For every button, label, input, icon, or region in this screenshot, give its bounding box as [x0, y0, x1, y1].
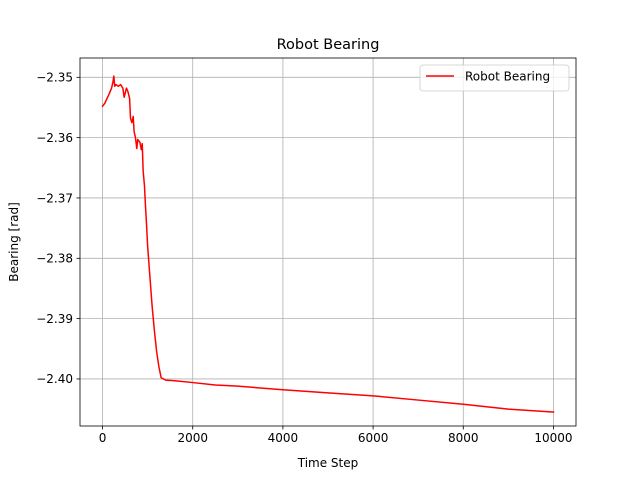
data-layer — [101, 75, 555, 413]
y-tick-label: −2.39 — [36, 312, 73, 326]
y-tick-label: −2.40 — [36, 372, 73, 386]
x-tick-label: 2000 — [177, 431, 208, 445]
y-tick-label: −2.37 — [36, 191, 73, 205]
y-tick-label: −2.38 — [36, 252, 73, 266]
axis-ticks: 0 2000 4000 6000 8000 10000 −2.35 −2.36 −2.37 −2.… — [36, 71, 572, 445]
plot-frame — [79, 57, 577, 427]
x-tick-label: 8000 — [448, 431, 479, 445]
legend-label: Robot Bearing — [465, 70, 550, 84]
legend: Robot Bearing — [419, 64, 570, 92]
chart-title: Robot Bearing — [277, 37, 380, 53]
x-tick-label: 0 — [99, 431, 107, 445]
y-axis-label: Bearing [rad] — [7, 202, 21, 282]
x-axis-label: Time Step — [297, 456, 359, 470]
y-tick-label: −2.36 — [36, 131, 73, 145]
x-tick-label: 4000 — [268, 431, 299, 445]
series-line-robot-bearing — [101, 75, 555, 413]
legend-box — [419, 64, 570, 92]
x-tick-label: 10000 — [534, 431, 572, 445]
grid — [80, 58, 576, 426]
x-tick-label: 6000 — [358, 431, 389, 445]
y-tick-label: −2.35 — [36, 71, 73, 85]
